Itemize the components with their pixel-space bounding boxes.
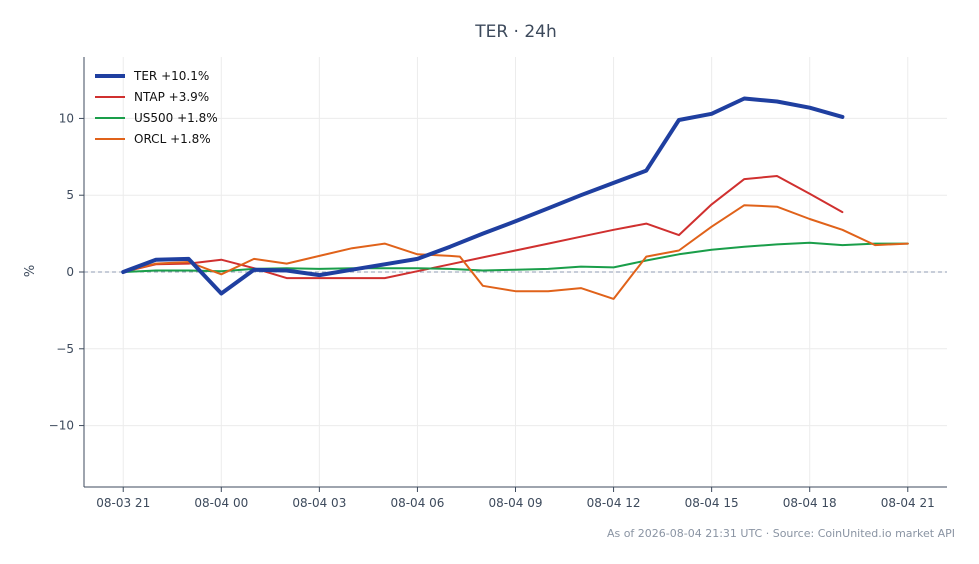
- series-layer: [121, 96, 909, 300]
- x-tick-label: 08-04 00: [194, 496, 248, 510]
- y-axis-label: %: [23, 265, 38, 277]
- legend-label: NTAP +3.9%: [134, 90, 209, 104]
- x-tick-label: 08-04 12: [587, 496, 641, 510]
- source-footer: As of 2026-08-04 21:31 UTC · Source: Coi…: [607, 527, 955, 540]
- chart-title: TER · 24h: [474, 22, 557, 42]
- legend: TER +10.1% NTAP +3.9% US500 +1.8% ORCL +1.8…: [95, 69, 218, 146]
- axes: 08-03 21 08-04 00 08-04 03 08-04 06 08-04 09…: [49, 57, 947, 510]
- x-tick-label: 08-04 21: [881, 496, 935, 510]
- legend-label: TER +10.1%: [133, 69, 209, 83]
- y-tick-label: −10: [49, 419, 74, 433]
- legend-label: ORCL +1.8%: [134, 132, 211, 146]
- x-tick-label: 08-04 18: [783, 496, 837, 510]
- x-tick-label: 08-03 21: [96, 496, 150, 510]
- y-tick-label: 10: [59, 111, 74, 125]
- x-tick-label: 08-04 03: [292, 496, 346, 510]
- x-tick-label: 08-04 06: [390, 496, 444, 510]
- y-tick-label: 5: [66, 188, 74, 202]
- series-line-ntap: [122, 175, 844, 280]
- legend-label: US500 +1.8%: [134, 111, 218, 125]
- series-line-ter: [121, 96, 845, 296]
- series-line-orcl: [122, 204, 909, 300]
- y-tick-label: −5: [56, 342, 74, 356]
- x-tick-label: 08-04 09: [489, 496, 543, 510]
- y-tick-label: 0: [66, 265, 74, 279]
- x-tick-label: 08-04 15: [685, 496, 739, 510]
